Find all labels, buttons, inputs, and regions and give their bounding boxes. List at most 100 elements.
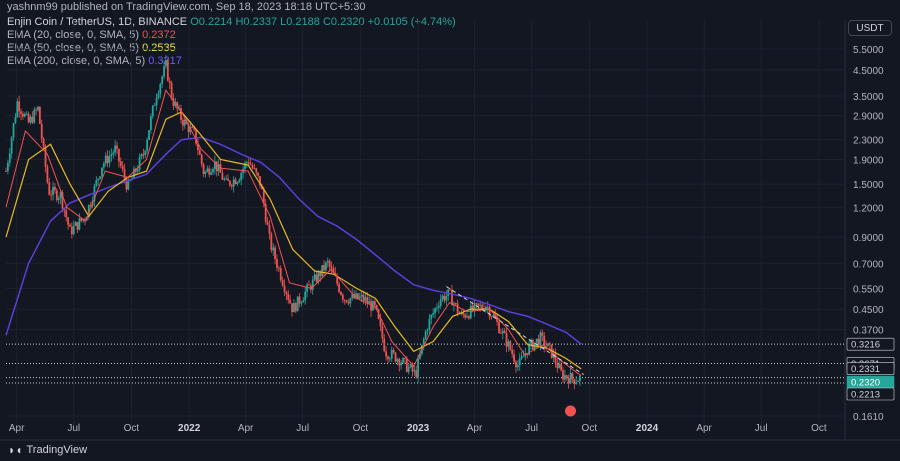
candle-body [336,275,339,284]
ema50-legend[interactable]: EMA (50, close, 0, SMA, 5) 0.2535 [7,42,456,55]
candle-body [373,301,376,306]
candle-body [560,363,563,371]
event-marker-icon[interactable] [564,404,578,418]
candle-body [321,265,324,277]
tradingview-logo-text: TradingView [26,444,88,456]
candle-body [138,157,141,170]
candle-body [65,210,68,218]
candle-body [341,294,344,300]
y-tick-label: 1.5000 [853,180,884,191]
candle-body [50,194,53,196]
y-tick-label: 0.5500 [853,284,884,295]
candle-body [381,326,384,339]
candle-body [390,349,393,359]
candle-body [229,180,231,186]
currency-button[interactable]: USDT [848,20,892,36]
candle-body [55,190,58,200]
candle-body [121,165,124,170]
candle-body [29,116,32,123]
candle-body [289,299,292,304]
candle-body [110,154,113,156]
candle-body [439,299,442,307]
candle-body [259,176,261,186]
candle-body [505,332,508,347]
ema20-value: 0.2372 [142,29,176,41]
ohlc-low: L0.2188 [280,16,320,28]
candle-body [40,123,43,139]
x-tick-label: Apr [9,423,25,434]
candle-body [430,314,433,319]
candle-body [454,303,457,305]
candle-body [170,82,173,99]
candle-body [413,370,416,372]
candle-body [166,59,169,81]
candle-body [515,361,517,368]
y-tick-label: 4.5000 [853,66,884,77]
x-tick-label: Jul [296,423,309,434]
ema200-line[interactable] [5,136,582,345]
ohlc-open: O0.2214 [190,16,233,28]
candle-body [20,111,22,114]
candle-body [153,105,156,107]
candle-body [112,152,115,155]
candle-body [317,271,320,282]
candle-body [69,224,71,227]
candle-body [227,178,229,181]
trendline[interactable] [446,286,584,375]
candle-body [48,182,51,195]
candle-body [159,83,162,94]
candle-body [537,338,540,346]
candle-body [328,260,331,267]
candle-body [432,313,435,315]
y-tick-label: 2.3000 [853,136,884,147]
x-tick-label: 2024 [636,423,659,434]
candle-body [23,113,26,117]
candle-body [140,154,143,158]
candle-body [492,314,495,317]
ema50-line[interactable] [5,111,582,370]
ema20-legend[interactable]: EMA (20, close, 0, SMA, 5) 0.2372 [7,29,456,42]
candle-body [351,294,354,299]
publish-credit: yashnm99 published on TradingView.com, S… [7,1,366,13]
candle-body [268,224,271,234]
candle-body [518,358,521,366]
candle-body [375,305,378,310]
candle-body [311,279,314,290]
candle-body [558,363,561,369]
x-tick-label: Oct [811,423,827,434]
y-tick-label: 2.9000 [853,112,884,123]
price-label-text: 0.2331 [851,364,880,375]
price-label-box [846,387,895,401]
price-label-text: 0.2213 [851,389,880,400]
candle-body [142,154,145,156]
candle-body [398,359,401,366]
ema20-line[interactable] [5,89,582,377]
candle-body [198,150,201,155]
candle-body [238,180,241,183]
candle-body [210,172,213,175]
candle-body [230,185,233,187]
candle-body [479,304,482,306]
candle-body [208,168,211,175]
candle-body [146,139,149,151]
candle-body [133,168,135,178]
candle-body [31,116,34,123]
candle-body [554,353,557,363]
candle-body [44,146,47,168]
candle-body [499,332,502,334]
candle-body [14,116,17,124]
candle-body [74,222,77,226]
tradingview-logo[interactable]: ◗◖ TradingView [8,443,87,457]
candle-body [516,365,519,368]
candle-body [25,113,28,115]
candle-body [387,356,389,360]
x-tick-label: Jul [525,423,538,434]
candle-body [422,339,425,345]
candle-body [213,161,216,170]
candle-body [217,164,220,172]
candle-body [498,321,500,333]
candle-body [127,180,130,190]
symbol-name[interactable]: Enjin Coin / TetherUS, 1D, BINANCE [7,16,188,28]
candle-body [436,307,438,309]
